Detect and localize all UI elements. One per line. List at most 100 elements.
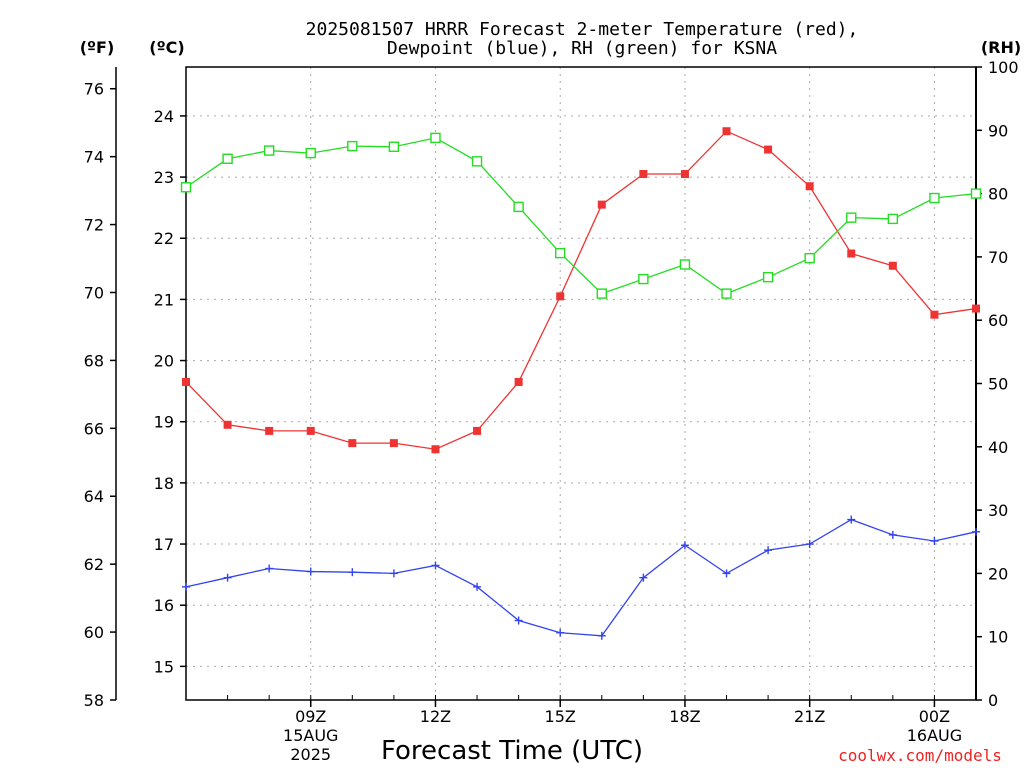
celsius-tick-label: 22: [154, 229, 174, 248]
rh-point: [596, 288, 607, 299]
fahrenheit-tick-label: 74: [84, 148, 104, 167]
rh-point: [513, 201, 524, 213]
dewpoint-point: [805, 540, 814, 549]
rh-point: [180, 182, 192, 193]
dewpoint-point: [348, 568, 357, 577]
fahrenheit-tick-label: 58: [84, 691, 104, 710]
celsius-tick-label: 21: [154, 290, 174, 309]
temperature-point: [597, 200, 606, 209]
temperature-point: [930, 310, 939, 319]
rh-point: [222, 153, 233, 164]
rh-point: [679, 259, 691, 270]
rh-tick-label: 70: [988, 248, 1008, 267]
temperature-point: [389, 439, 398, 448]
dewpoint-point: [514, 616, 523, 625]
temperature-point: [722, 127, 731, 136]
temperature-point: [265, 426, 274, 435]
fahrenheit-tick-label: 66: [84, 419, 104, 438]
fahrenheit-tick-label: 64: [84, 487, 104, 506]
dewpoint-point: [182, 582, 190, 591]
x-tick-label: 18Z: [669, 707, 700, 726]
rh-tick-label: 50: [988, 375, 1008, 394]
rh-point: [638, 273, 649, 285]
dewpoint-point: [431, 561, 440, 570]
temperature-point: [514, 377, 523, 386]
celsius-unit-label: (ºC): [149, 38, 184, 57]
dewpoint-point: [306, 567, 315, 576]
x-tick-label: 00Z: [919, 707, 950, 726]
temperature-point: [473, 426, 482, 435]
temperature-line: [185, 130, 977, 450]
temperature-point: [847, 249, 856, 258]
temperature-point: [764, 145, 773, 154]
x-tick-label: 16AUG: [907, 726, 962, 745]
dewpoint-point: [680, 541, 689, 550]
celsius-tick-label: 17: [154, 535, 174, 554]
rh-point: [347, 140, 358, 152]
temperature-point: [680, 170, 689, 179]
x-tick-label: 21Z: [794, 707, 825, 726]
temperature-point: [306, 426, 315, 435]
axes: 58 60 62 64 66 68 70 72 74 76 15 16 17 18 19 20 21 22 23 24…: [84, 58, 1019, 764]
temperature-point: [805, 182, 814, 191]
x-tick-label: 15Z: [545, 707, 576, 726]
x-axis-title: Forecast Time (UTC): [381, 736, 643, 766]
rh-tick-label: 60: [988, 311, 1008, 330]
temperature-point: [639, 170, 648, 179]
rh-line: [185, 137, 977, 295]
x-tick-label: 15AUG: [283, 726, 338, 745]
rh-point: [762, 271, 774, 283]
dewpoint-point: [639, 573, 648, 582]
dewpoint-point: [597, 631, 606, 640]
temperature-point: [182, 377, 190, 386]
temperature-point: [972, 304, 980, 313]
celsius-tick-label: 19: [154, 413, 174, 432]
rh-point: [430, 132, 441, 144]
celsius-tick-label: 20: [154, 352, 174, 371]
fahrenheit-tick-label: 72: [84, 216, 104, 235]
fahrenheit-tick-label: 62: [84, 555, 104, 574]
celsius-tick-label: 16: [154, 596, 174, 615]
dewpoint-point: [764, 546, 773, 555]
dewpoint-line: [185, 518, 977, 637]
dewpoint-point: [556, 628, 565, 637]
x-tick-label: 12Z: [420, 707, 451, 726]
rh-point: [929, 192, 940, 204]
x-tick-label: 2025: [290, 745, 331, 764]
plot-frame: [185, 66, 977, 701]
celsius-tick-label: 15: [154, 657, 174, 676]
rh-tick-label: 100: [988, 58, 1019, 77]
rh-point: [970, 188, 982, 199]
credit-text: coolwx.com/models: [838, 746, 1002, 765]
dewpoint-point: [223, 573, 232, 582]
rh-tick-label: 40: [988, 438, 1008, 457]
celsius-tick-label: 24: [154, 107, 174, 126]
dewpoint-point: [972, 527, 980, 536]
dewpoint-point: [847, 515, 856, 524]
rh-point: [846, 212, 857, 223]
rh-tick-label: 20: [988, 564, 1008, 583]
rh-point: [804, 252, 815, 264]
dewpoint-point: [265, 564, 274, 573]
rh-point: [388, 141, 400, 152]
fahrenheit-unit-label: (ºF): [80, 38, 115, 57]
rh-tick-label: 90: [988, 121, 1008, 140]
celsius-tick-label: 18: [154, 474, 174, 493]
rh-tick-label: 10: [988, 628, 1008, 647]
fahrenheit-tick-label: 60: [84, 623, 104, 642]
dewpoint-point: [389, 569, 398, 578]
chart-title-line1: 2025081507 HRRR Forecast 2-meter Tempera…: [306, 19, 859, 40]
rh-point: [887, 213, 899, 225]
temperature-point: [431, 445, 440, 454]
rh-point: [263, 145, 275, 156]
dewpoint-point: [722, 569, 731, 578]
rh-point: [555, 247, 566, 259]
rh-point: [721, 288, 732, 299]
dewpoint-point: [888, 530, 897, 539]
dewpoint-point: [473, 582, 482, 591]
rh-tick-label: 0: [988, 691, 998, 710]
data-series: [180, 127, 982, 640]
rh-tick-label: 80: [988, 185, 1008, 204]
temperature-point: [348, 439, 357, 448]
